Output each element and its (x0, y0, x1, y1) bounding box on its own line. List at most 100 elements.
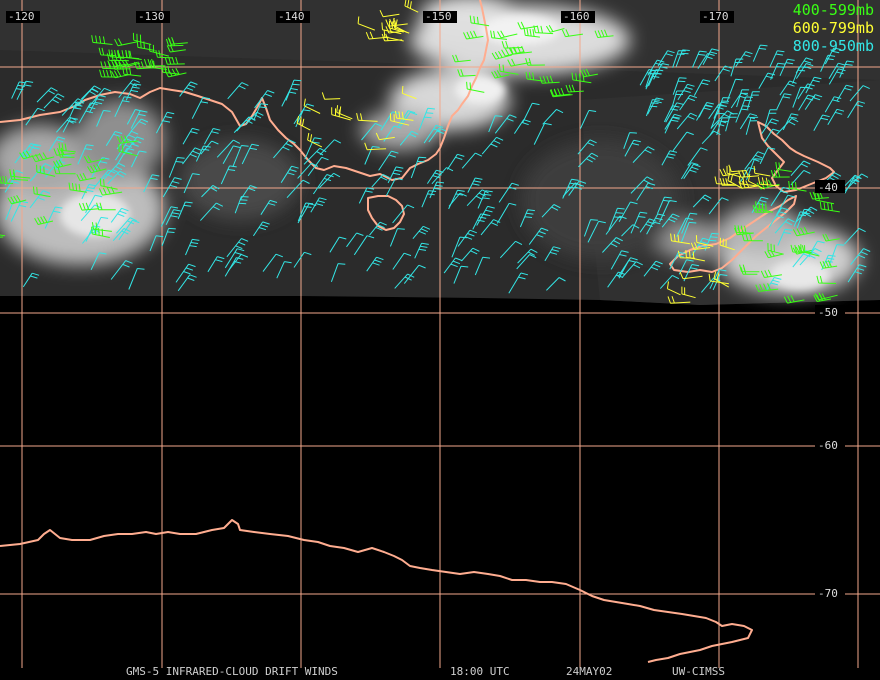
wind-barb (280, 165, 299, 183)
wind-barb (841, 174, 862, 190)
wind-barb (474, 256, 491, 276)
wind-barb (827, 108, 845, 126)
wind-barb (714, 65, 732, 82)
wind-barb (799, 248, 822, 266)
wind-barb (744, 151, 765, 170)
wind-barb (677, 250, 696, 259)
wind-barb (116, 217, 137, 234)
wind-barb (105, 131, 123, 146)
wind-barb (19, 150, 41, 160)
wind-barb (714, 176, 734, 186)
wind-barb (431, 167, 454, 185)
wind-barb (763, 128, 780, 143)
wind-barb (509, 45, 532, 55)
wind-barb (809, 191, 829, 200)
wind-barb (389, 228, 405, 247)
wind-barb (273, 139, 296, 159)
wind-barb (800, 244, 820, 257)
wind-barb (443, 257, 463, 274)
wind-barb (776, 117, 799, 135)
wind-barb (165, 209, 181, 226)
wind-barb (710, 112, 725, 129)
wind-barb (77, 144, 94, 165)
wind-barb (379, 9, 400, 18)
wind-barb (401, 85, 417, 100)
wind-barb (412, 225, 431, 240)
wind-barb (200, 202, 224, 221)
wind-barb (83, 155, 106, 164)
wind-barb (519, 209, 535, 228)
wind-barb (719, 178, 737, 186)
wind-barb (605, 215, 627, 235)
wind-barb (183, 173, 200, 194)
wind-barb (549, 89, 573, 98)
wind-barb (366, 256, 384, 272)
wind-barb (770, 169, 790, 178)
wind-barb (608, 207, 625, 230)
wind-barb (481, 136, 504, 155)
wind-barb (448, 192, 467, 207)
wind-barb (114, 38, 138, 47)
wind-barb (639, 69, 657, 86)
wind-barb (761, 118, 779, 134)
wind-barbs (0, 0, 871, 304)
wind-barb (752, 44, 768, 62)
wind-barb (850, 248, 871, 266)
wind-barb (594, 29, 614, 38)
wind-barb (364, 142, 387, 151)
wind-barb (116, 147, 135, 166)
tasmania-coast (367, 195, 405, 231)
wind-barb (677, 83, 695, 101)
wind-barb (160, 206, 179, 227)
wind-barb (185, 238, 200, 256)
wind-barb (498, 182, 519, 203)
wind-barb (466, 81, 485, 93)
wind-barb (404, 0, 419, 13)
wind-barb (128, 268, 145, 290)
wind-barb (632, 146, 655, 163)
wind-barb (670, 233, 690, 245)
lon-label: -170 (702, 10, 729, 23)
wind-barb (457, 229, 477, 247)
wind-barb (149, 235, 164, 252)
wind-barb (361, 122, 383, 141)
wind-barb (68, 182, 87, 193)
wind-barb (760, 269, 782, 278)
wind-barb (241, 143, 259, 165)
wind-barb (240, 185, 258, 200)
wind-barb (679, 94, 697, 111)
wind-barb (675, 49, 690, 67)
wind-barb (107, 170, 127, 185)
latitude-labels: -40 -50 -60 -70 (815, 180, 845, 600)
wind-barb (403, 264, 426, 284)
wind-barb (388, 20, 404, 33)
wind-barb (602, 237, 623, 253)
wind-barb (155, 111, 175, 134)
wind-barb (661, 213, 680, 228)
wind-barb (110, 207, 129, 223)
wind-barb (383, 29, 404, 42)
wind-barb (828, 62, 846, 79)
wind-barb (657, 50, 675, 67)
wind-barb (175, 263, 196, 283)
wind-barb (496, 202, 517, 224)
wind-barb (22, 272, 40, 288)
lon-label: -140 (278, 10, 305, 23)
wind-barb (195, 145, 211, 162)
wind-barb (395, 110, 414, 121)
wind-barb (7, 195, 27, 205)
wind-barb (672, 77, 687, 95)
wind-barb (728, 164, 746, 173)
wind-barb (708, 273, 729, 285)
wind-barb (303, 147, 327, 165)
wind-barb (89, 94, 106, 113)
wind-barb (103, 162, 126, 180)
legend-item-600-799: 600-799mb (792, 19, 874, 37)
wind-barb (91, 222, 112, 232)
wind-barb (764, 249, 784, 259)
wind-barb (691, 237, 710, 256)
wind-barb (741, 233, 763, 242)
wind-barb (618, 201, 638, 222)
wind-barb (685, 250, 705, 262)
wind-barb (44, 206, 63, 229)
